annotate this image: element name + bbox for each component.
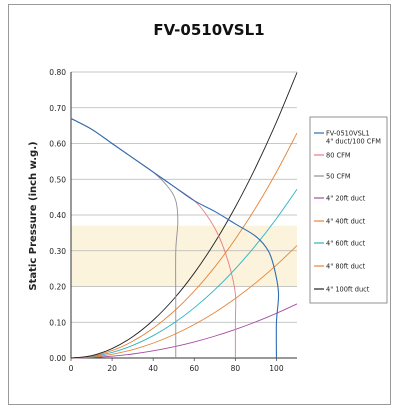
legend-label: 80 CFM [326, 152, 351, 160]
y-tick-label: 0.50 [49, 175, 66, 184]
x-tick-label: 60 [189, 364, 199, 373]
series-line-7 [70, 132, 298, 359]
legend-label: 4" 100ft duct [326, 286, 370, 294]
chart: FV-0510VSL1 Static Pressure (inch w.g.) … [28, 21, 388, 373]
y-tick-label: 0.80 [49, 68, 66, 77]
y-tick-label: 0.60 [49, 140, 66, 149]
legend-box [309, 116, 388, 304]
legend-label: 4" 80ft duct [326, 263, 366, 271]
x-tick-label: 20 [107, 364, 117, 373]
x-tick-label: 100 [269, 364, 284, 373]
y-tick-label: 0.40 [49, 211, 66, 220]
legend-label: 50 CFM [326, 173, 351, 181]
x-tick-label: 40 [148, 364, 158, 373]
series-line-1 [70, 117, 280, 359]
chart-card: FV-0510VSL1 Static Pressure (inch w.g.) … [8, 4, 391, 405]
x-tick-label: 80 [231, 364, 241, 373]
series-line-6 [70, 189, 298, 359]
x-tick-label: 0 [69, 364, 74, 373]
legend-label: 4" duct/100 CFM [326, 138, 381, 146]
y-tick-label: 0.00 [49, 354, 66, 363]
legend-label: 4" 40ft duct [326, 218, 366, 226]
series-line-5 [70, 245, 298, 359]
legend-label: 4" 20ft duct [326, 195, 366, 203]
y-tick-label: 0.30 [49, 247, 66, 256]
series-line-8 [70, 72, 298, 359]
legend-label: 4" 60ft duct [326, 240, 366, 248]
highlight-band [71, 225, 297, 287]
y-axis-label: Static Pressure (inch w.g.) [28, 141, 39, 290]
y-tick-label: 0.20 [49, 283, 66, 292]
legend-label: FV-0510VSL1 [326, 130, 370, 138]
y-tick-label: 0.10 [49, 318, 66, 327]
chart-title: FV-0510VSL1 [153, 21, 264, 39]
series-line-4 [70, 303, 298, 359]
y-tick-label: 0.70 [49, 104, 66, 113]
